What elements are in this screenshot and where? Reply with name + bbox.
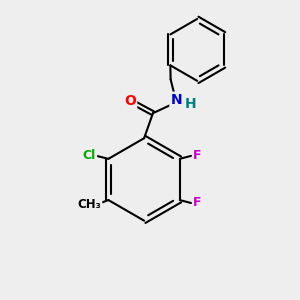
Text: Cl: Cl [82, 149, 96, 162]
Text: CH₃: CH₃ [77, 198, 101, 211]
Text: F: F [193, 196, 202, 209]
Text: H: H [184, 98, 196, 111]
Text: N: N [171, 93, 182, 107]
Text: O: O [124, 94, 136, 108]
Text: F: F [193, 149, 202, 162]
